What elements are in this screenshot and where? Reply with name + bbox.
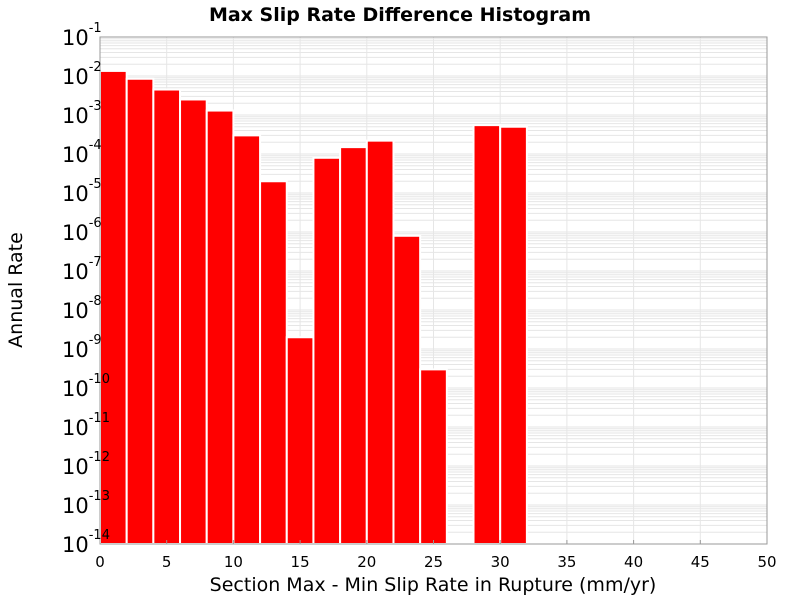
y-tick-label: 10-13 xyxy=(62,489,110,518)
bars xyxy=(99,69,528,546)
bar xyxy=(179,98,208,545)
x-tick-label: 30 xyxy=(491,553,510,571)
bar xyxy=(205,109,235,545)
x-tick-label: 10 xyxy=(224,553,243,571)
y-tick-label: 10-3 xyxy=(62,99,102,128)
bar xyxy=(259,180,288,545)
bar xyxy=(392,234,422,546)
bar xyxy=(472,124,502,545)
x-tick-label: 40 xyxy=(624,553,643,571)
y-tick-label: 10-8 xyxy=(62,294,102,323)
y-tick-label: 10-12 xyxy=(62,450,110,479)
bar xyxy=(312,156,342,546)
bar xyxy=(152,88,182,545)
bar xyxy=(419,368,448,545)
y-tick-label: 10-9 xyxy=(62,333,102,362)
x-tick-label: 15 xyxy=(291,553,310,571)
bar xyxy=(232,134,262,545)
y-axis-label: Annual Rate xyxy=(5,232,27,348)
y-tick-label: 10-10 xyxy=(62,372,110,401)
y-tick-label: 10-5 xyxy=(62,177,102,206)
y-tick-label: 10-1 xyxy=(62,21,102,50)
x-tick-label: 45 xyxy=(691,553,710,571)
y-tick-label: 10-2 xyxy=(62,60,102,89)
x-ticks: 0 5 10 15 20 25 30 35 40 45 50 xyxy=(95,540,777,571)
bar xyxy=(339,146,368,545)
bar xyxy=(499,125,528,545)
y-tick-label: 10-14 xyxy=(62,528,110,557)
y-tick-label: 10-4 xyxy=(62,138,102,167)
y-ticks: 10-1 10-2 10-3 10-4 10-5 10-6 10-7 10-8 10-9 10-1… xyxy=(62,21,110,557)
bar xyxy=(99,69,128,545)
x-axis-label: Section Max - Min Slip Rate in Rupture (… xyxy=(210,574,657,596)
bar xyxy=(365,139,395,545)
x-tick-label: 20 xyxy=(357,553,376,571)
bar xyxy=(125,77,155,546)
y-tick-label: 10-11 xyxy=(62,411,110,440)
bar xyxy=(285,336,315,545)
y-tick-label: 10-7 xyxy=(62,255,102,284)
x-tick-label: 50 xyxy=(757,553,776,571)
x-tick-label: 35 xyxy=(557,553,576,571)
x-tick-label: 5 xyxy=(162,553,172,571)
x-tick-label: 0 xyxy=(95,553,105,571)
chart-title: Max Slip Rate Difference Histogram xyxy=(209,4,591,26)
y-tick-label: 10-6 xyxy=(62,216,102,245)
x-tick-label: 25 xyxy=(424,553,443,571)
